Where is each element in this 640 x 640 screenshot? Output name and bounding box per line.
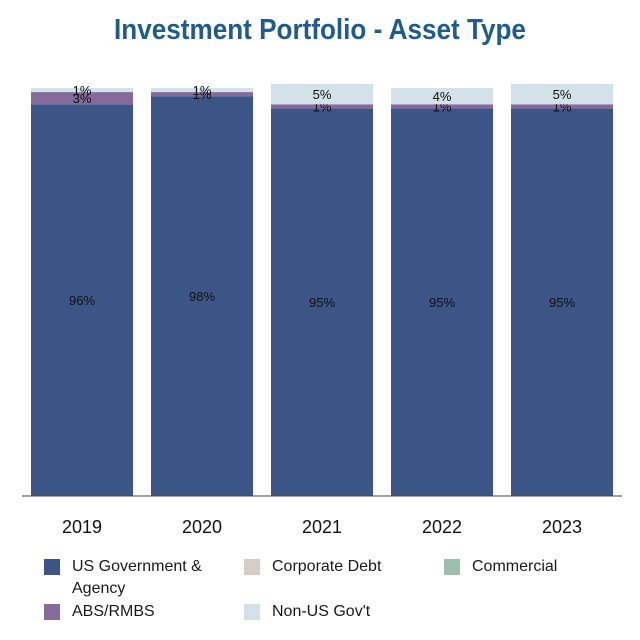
bar-non-us-gov-t-2020 (151, 88, 253, 93)
legend-swatch-us-government (44, 559, 60, 575)
legend-item-corporate-debt: Corporate Debt (244, 556, 424, 578)
legend-label-non-us-govt: Non-US Gov't (272, 603, 371, 620)
legend-item-abs-rmbs: ABS/RMBS (44, 601, 224, 623)
bar-non-us-gov-t-2023 (511, 83, 613, 105)
data-label-non-us-gov-t-2023: 5% (553, 87, 572, 102)
data-label-abs-rmbs-2019: 3% (73, 91, 92, 106)
bar-us-government-agency-2021 (271, 108, 373, 497)
x-tick-label-2023: 2023 (542, 517, 582, 537)
legend-item-commercial: Commercial (444, 556, 624, 578)
data-label-non-us-gov-t-2021: 5% (313, 87, 332, 102)
data-label-non-us-gov-t-2022: 4% (433, 89, 452, 104)
bar-non-us-gov-t-2021 (271, 83, 373, 105)
bar-us-government-agency-2023 (511, 108, 613, 497)
data-label-us-government-agency-2019: 96% (69, 293, 95, 308)
data-label-us-government-agency-2022: 95% (429, 295, 455, 310)
bar-abs-rmbs-2021 (271, 104, 373, 109)
legend-swatch-corporate-debt (244, 559, 260, 575)
bar-abs-rmbs-2023 (511, 104, 613, 109)
x-tick-label-2022: 2022 (422, 517, 462, 537)
chart-title: Investment Portfolio - Asset Type (114, 14, 526, 46)
legend-swatch-abs-rmbs (44, 604, 60, 620)
data-label-us-government-agency-2023: 95% (549, 295, 575, 310)
data-label-us-government-agency-2020: 98% (189, 289, 215, 304)
legend-item-non-us-govt: Non-US Gov't (244, 601, 424, 623)
legend-label-abs-rmbs: ABS/RMBS (72, 603, 155, 620)
legend-swatch-commercial (444, 559, 460, 575)
data-label-us-government-agency-2021: 95% (309, 295, 335, 310)
bar-abs-rmbs-2022 (391, 104, 493, 109)
legend-label-commercial: Commercial (472, 558, 558, 575)
x-tick-label-2020: 2020 (182, 517, 222, 537)
bar-us-government-agency-2019 (31, 104, 133, 496)
legend-label-us-government: US Government & Agency (72, 558, 202, 597)
x-tick-label-2019: 2019 (62, 517, 102, 537)
data-label-non-us-gov-t-2019: 1% (73, 83, 92, 98)
bar-non-us-gov-t-2022 (391, 88, 493, 105)
data-label-non-us-gov-t-2020: 1% (193, 83, 212, 98)
legend-swatch-non-us-govt (244, 604, 260, 620)
bar-abs-rmbs-2020 (151, 92, 253, 97)
legend-label-corporate-debt: Corporate Debt (272, 558, 382, 575)
bar-abs-rmbs-2019 (31, 92, 133, 105)
bar-us-government-agency-2022 (391, 108, 493, 497)
x-tick-label-2021: 2021 (302, 517, 342, 537)
bar-non-us-gov-t-2019 (31, 88, 133, 93)
legend-item-us-government: US Government & Agency (44, 556, 224, 600)
bar-us-government-agency-2020 (151, 96, 253, 496)
